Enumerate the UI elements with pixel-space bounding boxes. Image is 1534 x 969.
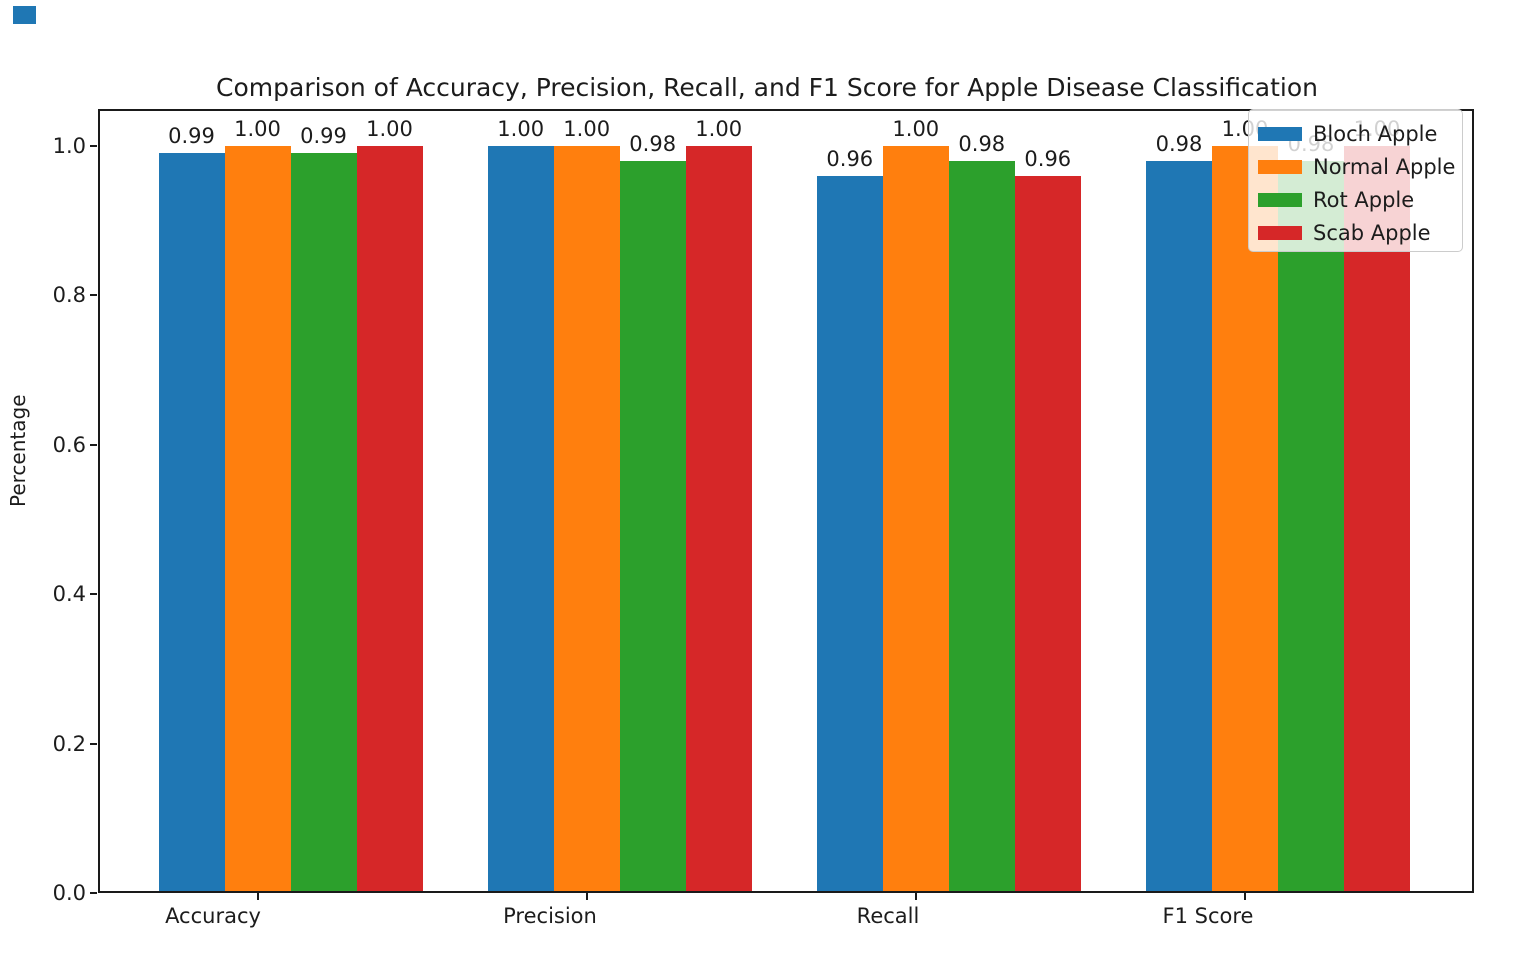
y-tick-label: 0.6 bbox=[52, 433, 86, 457]
y-tick-mark bbox=[90, 145, 97, 147]
legend-item-scab-apple: Scab Apple bbox=[1258, 216, 1452, 249]
bar-value-label: 0.99 bbox=[300, 124, 347, 148]
bar-rot-apple-precision bbox=[619, 161, 686, 891]
x-tick-mark bbox=[914, 893, 917, 900]
bar-scab-apple-precision bbox=[685, 146, 752, 891]
bar-value-label: 1.00 bbox=[366, 117, 413, 141]
bar-normal-apple-precision bbox=[553, 146, 620, 891]
x-tick-label-accuracy: Accuracy bbox=[165, 904, 261, 928]
legend: Bloch Apple Normal Apple Rot Apple Scab App… bbox=[1248, 109, 1463, 252]
bar-value-label: 1.00 bbox=[234, 117, 281, 141]
legend-item-label: Normal Apple bbox=[1313, 154, 1456, 179]
bar-value-label: 0.99 bbox=[168, 124, 215, 148]
legend-swatch-icon bbox=[1258, 126, 1302, 141]
bar-rot-apple-f1-score bbox=[1278, 161, 1344, 891]
legend-item-label: Rot Apple bbox=[1313, 187, 1415, 212]
y-tick-mark bbox=[90, 294, 97, 296]
legend-swatch-icon bbox=[1258, 159, 1302, 174]
y-tick-label: 0.4 bbox=[52, 582, 86, 606]
bar-bloch-apple-accuracy bbox=[158, 153, 225, 891]
bar-bloch-apple-recall bbox=[816, 176, 883, 891]
bar-scab-apple-f1-score bbox=[1344, 146, 1410, 891]
y-tick-label: 0.8 bbox=[52, 283, 86, 307]
y-tick-mark bbox=[90, 892, 97, 894]
y-tick-label: 0.0 bbox=[52, 881, 86, 905]
bar-rot-apple-recall bbox=[948, 161, 1015, 891]
legend-swatch-icon bbox=[1258, 192, 1302, 207]
legend-item-rot-apple: Rot Apple bbox=[1258, 183, 1452, 216]
legend-item-bloch-apple: Bloch Apple bbox=[1258, 117, 1452, 150]
y-tick-label: 1.0 bbox=[52, 134, 86, 158]
y-tick-mark bbox=[90, 743, 97, 745]
bar-normal-apple-recall bbox=[882, 146, 949, 891]
y-tick-mark bbox=[90, 444, 97, 446]
bar-value-label: 1.00 bbox=[563, 117, 611, 141]
legend-item-label: Bloch Apple bbox=[1313, 121, 1438, 146]
legend-item-normal-apple: Normal Apple bbox=[1258, 150, 1456, 183]
bar-scab-apple-recall bbox=[1014, 176, 1081, 891]
legend-swatch-icon bbox=[1258, 225, 1302, 240]
y-tick-mark bbox=[90, 593, 97, 595]
bar-normal-apple-accuracy bbox=[224, 146, 291, 891]
plot-area bbox=[98, 109, 1474, 893]
x-tick-mark bbox=[585, 893, 588, 900]
bar-bloch-apple-f1-score bbox=[1146, 161, 1212, 891]
bar-value-label: 0.96 bbox=[1024, 147, 1072, 171]
bar-value-label: 0.98 bbox=[958, 132, 1006, 156]
bar-value-label: 1.00 bbox=[892, 117, 940, 141]
bar-value-label: 0.98 bbox=[1155, 132, 1203, 156]
x-tick-mark bbox=[256, 893, 259, 900]
x-tick-mark bbox=[1244, 893, 1246, 900]
x-tick-label-precision: Precision bbox=[503, 904, 597, 928]
bar-bloch-apple-precision bbox=[487, 146, 554, 891]
bar-value-label: 0.98 bbox=[629, 132, 677, 156]
chart-title: Comparison of Accuracy, Precision, Recal… bbox=[216, 73, 1318, 102]
y-axis-label: Percentage bbox=[6, 394, 30, 507]
bar-value-label: 1.00 bbox=[695, 117, 743, 141]
x-tick-label-f1-score: F1 Score bbox=[1162, 904, 1254, 928]
x-tick-label-recall: Recall bbox=[856, 904, 920, 928]
blue-corner-marker bbox=[13, 6, 36, 24]
bar-value-label: 0.96 bbox=[826, 147, 874, 171]
bar-normal-apple-f1-score bbox=[1212, 146, 1278, 891]
bar-rot-apple-accuracy bbox=[290, 153, 357, 891]
bar-scab-apple-accuracy bbox=[356, 146, 423, 891]
legend-item-label: Scab Apple bbox=[1313, 220, 1431, 245]
bar-value-label: 1.00 bbox=[497, 117, 545, 141]
y-tick-label: 0.2 bbox=[52, 732, 86, 756]
